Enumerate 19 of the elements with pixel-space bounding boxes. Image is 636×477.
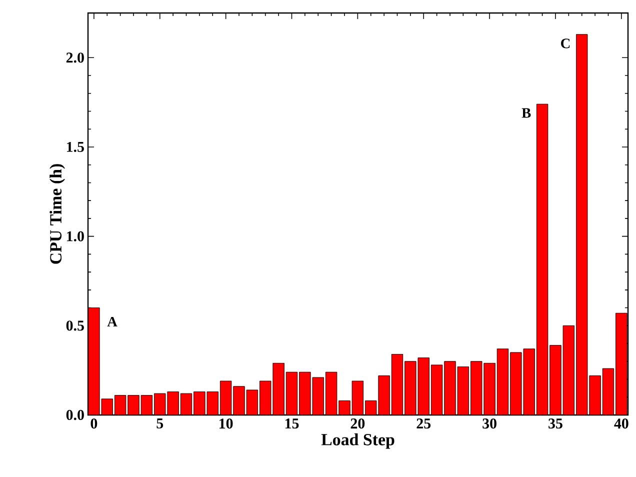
x-tick-label: 10 bbox=[220, 418, 233, 429]
y-tick-label: 1.5 bbox=[67, 142, 84, 152]
annotation: B bbox=[522, 108, 531, 118]
y-tick-label: 0.0 bbox=[66, 410, 84, 420]
x-tick-label: 0 bbox=[90, 418, 98, 429]
y-tick-label: 0.5 bbox=[66, 320, 84, 331]
x-tick-label: 20 bbox=[350, 418, 365, 429]
annotation: A bbox=[107, 316, 118, 326]
x-tick-label: 40 bbox=[614, 418, 628, 429]
y-tick-label: 1.0 bbox=[67, 231, 84, 242]
x-axis-title: Load Step bbox=[321, 433, 394, 449]
x-tick-label: 30 bbox=[482, 418, 496, 429]
x-tick-label: 5 bbox=[156, 418, 164, 428]
y-axis-title: CPU Time (h) bbox=[50, 164, 65, 264]
annotation: C bbox=[561, 38, 570, 48]
x-tick-label: 25 bbox=[416, 418, 431, 429]
y-tick-label: 2.0 bbox=[66, 52, 84, 63]
x-tick-label: 15 bbox=[285, 418, 299, 429]
x-tick-label: 35 bbox=[548, 418, 562, 429]
